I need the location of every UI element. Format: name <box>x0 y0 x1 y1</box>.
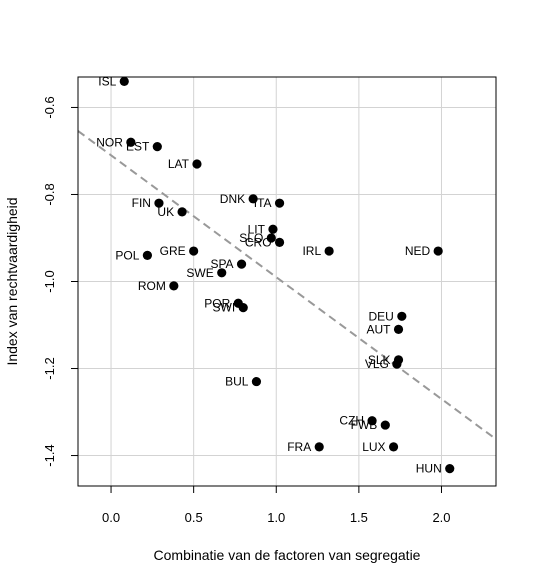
trend-line-group <box>78 130 496 440</box>
data-point <box>266 233 276 243</box>
data-point <box>393 324 404 334</box>
data-point-label: IRL <box>302 244 321 258</box>
data-point-label: SWI <box>213 301 236 315</box>
data-point-label: SPA <box>210 257 233 271</box>
data-point-label: DNK <box>220 192 245 206</box>
data-point-label: HUN <box>416 462 442 476</box>
data-point <box>236 259 247 269</box>
data-point-label: POR <box>204 296 230 310</box>
data-point-label: SLO <box>239 231 263 245</box>
data-point <box>189 246 199 256</box>
data-point-label: NED <box>405 244 431 258</box>
data-point-label: NOR <box>96 135 123 149</box>
y-axis: -0.6 -0.8 -1.0 -1.2 -1.4 <box>42 96 78 467</box>
data-point <box>324 246 334 256</box>
data-point-label: EST <box>126 140 150 154</box>
data-point-label: ROM <box>138 279 166 293</box>
x-tick-label: 1.0 <box>267 510 285 525</box>
data-point-label: LAT <box>168 157 190 171</box>
y-tick-label: -1.2 <box>42 357 57 379</box>
data-point <box>274 237 285 247</box>
data-point <box>380 420 390 430</box>
data-point-label: LIT <box>248 222 266 236</box>
data-point <box>177 207 187 217</box>
y-tick-label: -1.4 <box>42 444 57 466</box>
x-axis-title: Combinatie van de factoren van segregati… <box>154 547 421 563</box>
data-point <box>397 311 407 321</box>
data-point-label: CRO <box>245 235 272 249</box>
data-point <box>119 76 129 86</box>
data-point <box>238 303 248 313</box>
x-axis: 0.0 0.5 1.0 1.5 2.0 <box>102 486 451 525</box>
data-point-label: FWB <box>351 418 378 432</box>
data-point <box>217 268 227 278</box>
data-point-label: SWE <box>186 266 213 280</box>
data-point <box>445 463 455 474</box>
data-point-label: BUL <box>225 375 249 389</box>
data-point <box>152 142 162 152</box>
data-point-label: CZH <box>339 414 364 428</box>
y-tick-label: -0.6 <box>42 96 57 118</box>
data-point <box>248 194 258 204</box>
data-point <box>392 359 402 369</box>
data-point <box>268 224 278 234</box>
y-axis-title: Index van rechtvaardigheid <box>4 197 20 365</box>
trend-line <box>78 130 496 440</box>
data-point <box>314 442 324 452</box>
data-point <box>154 198 164 208</box>
y-tick-label: -0.8 <box>42 183 57 205</box>
data-point <box>251 376 262 387</box>
data-point-label: POL <box>115 248 139 262</box>
y-tick-label: -1.0 <box>42 270 57 292</box>
data-point-label: LUX <box>362 440 385 454</box>
data-point-label: FRA <box>287 440 311 454</box>
data-point <box>192 159 202 169</box>
data-point <box>388 442 399 452</box>
data-point-label: UK <box>157 205 174 219</box>
data-point-label: VLG <box>365 357 389 371</box>
data-point-label: DEU <box>368 309 393 323</box>
data-point <box>433 246 443 256</box>
data-point-label: ISL <box>98 74 116 88</box>
x-tick-label: 0.0 <box>102 510 120 525</box>
data-points <box>119 76 455 474</box>
data-point <box>367 416 377 426</box>
data-point-label: GRE <box>160 244 186 258</box>
data-point-label: SLK <box>368 353 391 367</box>
data-point <box>142 250 152 260</box>
data-point <box>169 281 179 291</box>
grid-lines <box>78 77 496 486</box>
x-tick-label: 0.5 <box>185 510 203 525</box>
data-point <box>274 198 285 208</box>
x-tick-label: 2.0 <box>432 510 450 525</box>
data-point-label: FIN <box>132 196 151 210</box>
data-point-label: ITA <box>254 196 272 210</box>
data-point <box>126 137 136 147</box>
x-tick-label: 1.5 <box>350 510 368 525</box>
data-point-label: AUT <box>367 322 392 336</box>
